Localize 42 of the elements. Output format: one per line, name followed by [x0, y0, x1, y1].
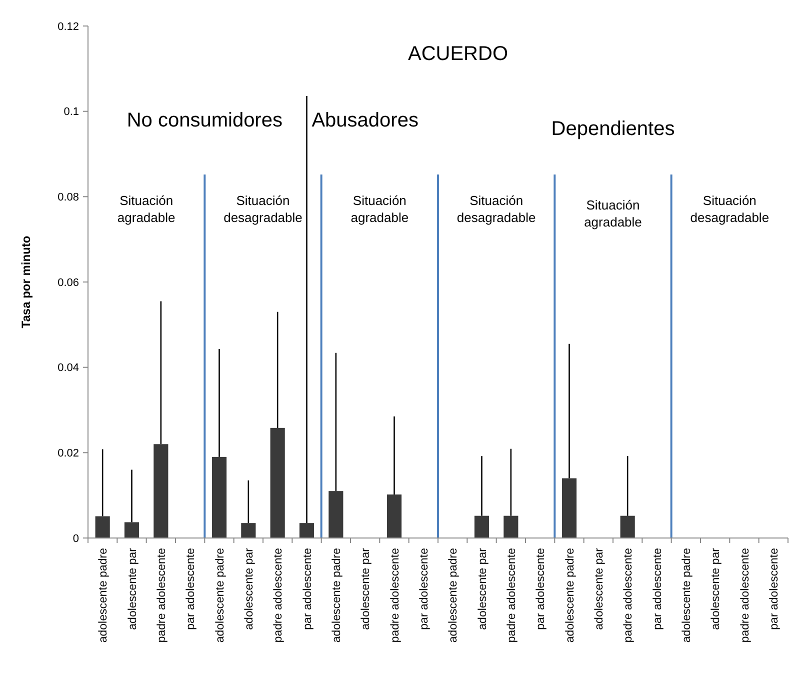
- x-tick-label: padre adolescente: [739, 548, 752, 643]
- x-tick-label: padre adolescente: [156, 548, 168, 643]
- x-tick-label: adolescente padre: [330, 548, 343, 643]
- x-tick-label: padre adolescente: [622, 548, 635, 643]
- y-tick-label: 0.08: [58, 192, 79, 204]
- x-tick-label: par adolescente: [768, 548, 780, 630]
- x-tick-label: adolescente par: [243, 548, 256, 630]
- y-tick-label: 0.1: [64, 106, 79, 118]
- x-tick-label: par adolescente: [535, 548, 548, 630]
- x-tick-label: padre adolescente: [272, 548, 285, 643]
- x-tick-label: adolescente par: [126, 548, 139, 630]
- annotation: Dependientes: [551, 118, 675, 140]
- annotation: Abusadores: [312, 109, 418, 132]
- x-tick-label: par adolescente: [418, 548, 430, 630]
- annotation: Situación agradable: [584, 197, 642, 230]
- x-tick-label: adolescente par: [593, 548, 606, 630]
- x-tick-label: adolescente par: [476, 548, 489, 630]
- x-tick-label: adolescente par: [360, 548, 372, 630]
- x-tick-label: adolescente par: [710, 548, 722, 630]
- y-tick-label: 0.12: [58, 20, 79, 33]
- x-tick-label: padre adolescente: [389, 548, 402, 643]
- annotation: Situación desagradable: [224, 193, 302, 226]
- x-tick-label: par adolescente: [302, 548, 314, 630]
- annotation: Situación agradable: [117, 193, 176, 226]
- y-tick-label: 0.04: [58, 362, 79, 374]
- x-tick-label: par adolescente: [652, 548, 664, 630]
- text: ACUERDO: [408, 43, 508, 66]
- annotation: Situación agradable: [350, 193, 409, 226]
- x-tick-label: padre adolescente: [506, 548, 518, 643]
- y-tick-label: 0: [72, 532, 79, 545]
- x-tick-label: adolescente padre: [564, 548, 576, 643]
- x-tick-label: adolescente padre: [680, 548, 693, 643]
- y-axis-title: Tasa por minuto: [19, 236, 33, 328]
- y-tick-label: 0.06: [58, 276, 79, 289]
- x-tick-label: adolescente padre: [98, 548, 110, 643]
- x-tick-label: par adolescente: [185, 548, 198, 630]
- x-tick-label: adolescente padre: [448, 548, 460, 643]
- annotation: Situación desagradable: [690, 193, 770, 226]
- annotation: Situación desagradable: [456, 193, 536, 226]
- y-tick-label: 0.02: [58, 448, 79, 460]
- x-tick-label: adolescente padre: [214, 548, 226, 643]
- annotation: No consumidores: [126, 109, 282, 132]
